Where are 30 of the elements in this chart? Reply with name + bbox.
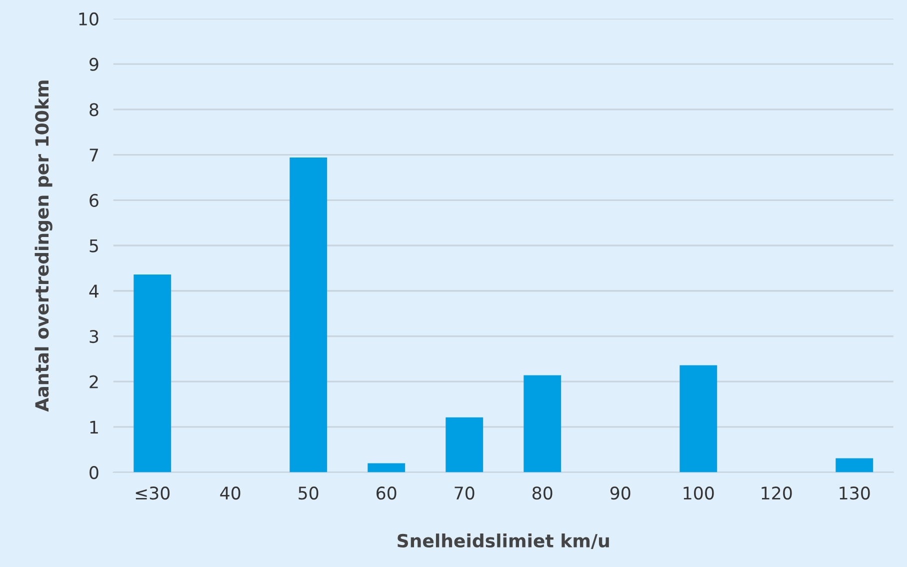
y-tick-label: 2	[90, 375, 98, 388]
bar	[134, 274, 172, 472]
x-axis-title: Snelheidslimiet km/u	[398, 534, 609, 549]
bar	[680, 365, 718, 472]
y-tick-label: 3	[90, 330, 98, 344]
x-tick-label: 130	[840, 486, 870, 500]
y-tick-label: 7	[90, 148, 98, 162]
y-tick-label: 0	[90, 466, 98, 480]
x-tick-label: 40	[220, 486, 240, 500]
bar	[368, 463, 406, 472]
bar	[446, 417, 484, 472]
bar	[524, 375, 562, 472]
y-tick-label: 4	[89, 284, 99, 298]
x-tick-label: 50	[298, 486, 318, 500]
y-tick-label: 5	[90, 239, 98, 252]
y-tick-label: 10	[79, 12, 98, 26]
y-tick-label: 9	[90, 58, 98, 71]
y-tick-label: 8	[90, 103, 98, 116]
x-tick-label: 120	[762, 486, 792, 500]
x-tick-label: 100	[684, 486, 714, 500]
x-tick-label: 90	[610, 486, 630, 500]
bar	[836, 458, 874, 472]
y-tick-label: 1	[90, 420, 98, 434]
y-tick-label: 6	[90, 194, 98, 207]
x-tick-label: ≤30	[136, 486, 170, 500]
x-tick-label: 80	[532, 486, 552, 500]
y-axis-title: Aantal overtredingen per 100km	[34, 80, 52, 412]
x-tick-label: 70	[454, 486, 474, 500]
x-tick-label: 60	[376, 486, 396, 500]
bar	[290, 158, 328, 472]
